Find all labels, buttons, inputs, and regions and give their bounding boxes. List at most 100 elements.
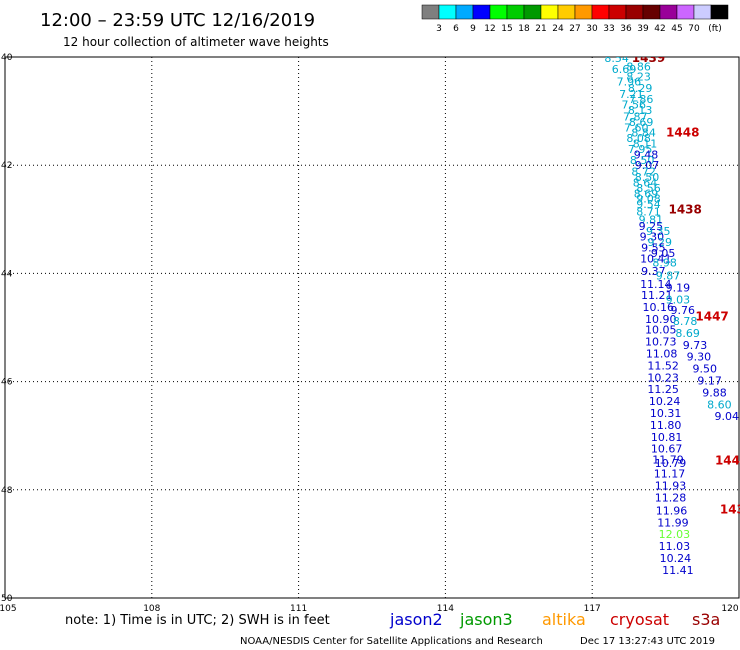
colorbar-swatch — [455, 4, 474, 20]
y-tick-label: 44 — [1, 269, 13, 279]
wave-height-label: 8.56 — [636, 182, 661, 195]
wave-height-label: 11.93 — [655, 479, 687, 492]
wave-height-label: 11.52 — [647, 359, 679, 372]
legend: jason2 jason3 altika cryosat s3a — [389, 610, 720, 629]
wave-height-label: 11.17 — [654, 468, 686, 481]
colorbar-swatch — [608, 4, 627, 20]
pass-time-label: 1438 — [668, 203, 701, 217]
plot-frame — [4, 56, 740, 599]
wave-height-label: 11.21 — [641, 289, 673, 302]
wave-height-label: 9.73 — [683, 339, 708, 352]
colorbar-label: 18 — [518, 24, 530, 34]
wave-height-label: 10.23 — [647, 371, 679, 384]
chart-subtitle: 12 hour collection of altimeter wave hei… — [63, 35, 329, 49]
wave-height-label: 11.03 — [659, 540, 691, 553]
colorbar-swatch — [506, 4, 525, 20]
wave-height-label: 10.41 — [640, 252, 672, 265]
wave-height-label: 8.86 — [626, 61, 651, 74]
y-tick-label: 42 — [1, 161, 12, 171]
colorbar-swatch — [540, 4, 559, 20]
colorbar-swatch — [557, 4, 576, 20]
wave-height-label: 7.21 — [619, 88, 644, 101]
legend-altika: altika — [542, 610, 586, 629]
colorbar-label: 33 — [603, 24, 614, 34]
wave-height-label: 8.60 — [707, 398, 732, 411]
legend-s3a: s3a — [692, 610, 720, 629]
wave-height-label: 8.98 — [652, 257, 677, 270]
wave-height-label: 8.69 — [634, 187, 659, 200]
legend-jason3: jason3 — [459, 610, 513, 629]
colorbar-swatch — [523, 4, 542, 20]
wave-height-label: 10.79 — [655, 457, 687, 470]
colorbar-swatch — [472, 4, 491, 20]
y-tick-label: 48 — [1, 486, 13, 496]
wave-height-label: 11.28 — [655, 491, 687, 504]
legend-cryosat: cryosat — [610, 610, 669, 629]
wave-height-label: 7.60 — [624, 121, 649, 134]
colorbar-swatch — [710, 4, 729, 20]
x-tick-label: 105 — [0, 604, 17, 614]
colorbar-label: 39 — [637, 24, 649, 34]
wave-height-label: 9.55 — [641, 241, 666, 254]
x-tick-label: 111 — [290, 604, 307, 614]
wave-height-label: 7.96 — [617, 75, 642, 88]
wave-height-label: 11.41 — [662, 564, 694, 577]
wave-height-label: 8.69 — [675, 327, 700, 340]
wave-height-label: 9.25 — [639, 220, 664, 233]
wave-height-label: 10.67 — [651, 443, 683, 456]
wave-height-label: 10.16 — [643, 301, 675, 314]
wave-height-label: 9.35 — [646, 225, 671, 238]
wave-height-label: 9.30 — [640, 231, 665, 244]
wave-height-label: 9.19 — [666, 281, 691, 294]
colorbar-label: 24 — [552, 24, 564, 34]
colorbar-label: 70 — [688, 24, 700, 34]
wave-height-label: 11.96 — [656, 504, 688, 517]
wave-height-label: 9.04 — [715, 410, 740, 423]
wave-height-label: 8.72 — [631, 166, 656, 179]
wave-height-label: 11.08 — [646, 347, 678, 360]
colorbar-label: 30 — [586, 24, 598, 34]
wave-height-label: 10.31 — [650, 407, 682, 420]
x-tick-label: 120 — [721, 604, 738, 614]
pass-time-label: 1447 — [695, 310, 728, 324]
wave-height-label: 8.29 — [628, 82, 653, 95]
wave-height-label: 9.88 — [702, 386, 727, 399]
credit-text: NOAA/NESDIS Center for Satellite Applica… — [240, 636, 543, 647]
axis-ticks: 105 108 111 114 117 120 40 42 44 46 48 50 — [0, 53, 739, 614]
note-text: note: 1) Time is in UTC; 2) SWH is in fe… — [65, 613, 330, 628]
wave-height-label: 8.08 — [626, 132, 651, 145]
wave-height-label: 9.76 — [670, 304, 695, 317]
colorbar-swatch — [642, 4, 661, 20]
wave-height-label: 8.54 — [604, 52, 629, 65]
wave-height-label: 9.17 — [697, 375, 722, 388]
wave-height-label: 9.30 — [687, 351, 712, 364]
timestamp-text: Dec 17 13:27:43 UTC 2019 — [580, 636, 715, 647]
wave-height-label: 10.24 — [649, 395, 681, 408]
wave-height-label: 10.24 — [660, 552, 692, 565]
colorbar-swatch — [438, 4, 457, 20]
colorbar: 3 6 9 12 15 18 21 24 27 30 33 36 39 42 45 70 (ft) — [421, 4, 729, 34]
colorbar-swatch — [693, 4, 712, 20]
x-tick-label: 108 — [143, 604, 160, 614]
colorbar-label: 21 — [535, 24, 546, 34]
wave-height-label: 10.73 — [645, 336, 677, 349]
pass-time-label: 1446 — [715, 454, 740, 468]
wave-height-label: 9.54 — [636, 198, 661, 211]
wave-height-label: 11.80 — [650, 419, 682, 432]
colorbar-swatch — [591, 4, 610, 20]
wave-height-label: 10.81 — [651, 431, 683, 444]
colorbar-label: 9 — [470, 24, 476, 34]
x-tick-label: 117 — [584, 604, 601, 614]
wave-height-label: 9.05 — [651, 247, 676, 260]
pass-time-label: 1448 — [666, 126, 699, 140]
y-tick-label: 40 — [1, 53, 13, 63]
colorbar-label: 27 — [569, 24, 580, 34]
data-points: 8.54 14396.698.868.237.968.297.217.867.56… — [604, 52, 740, 577]
wave-height-label: 9.87 — [656, 270, 681, 283]
wave-height-label: 9.08 — [636, 193, 661, 206]
wave-height-label: 9.48 — [634, 148, 659, 161]
wave-height-label: 7.86 — [629, 93, 654, 106]
colorbar-swatch — [676, 4, 695, 20]
wave-height-label: 9.50 — [692, 363, 717, 376]
